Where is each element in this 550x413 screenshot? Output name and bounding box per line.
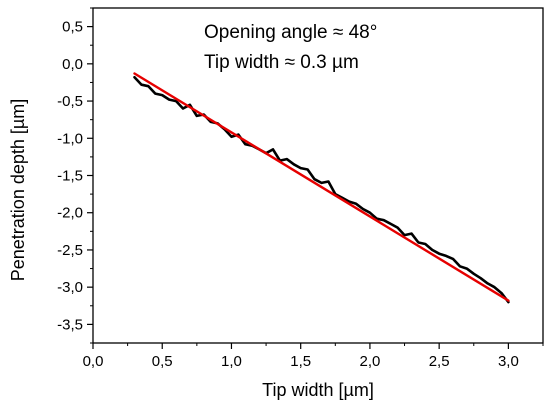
y-tick-label: -3,0: [57, 279, 83, 296]
y-tick-label: 0,0: [62, 56, 83, 73]
series-layer: [133, 72, 510, 304]
x-tick-label: 1,0: [221, 353, 242, 370]
x-tick-label: 0,5: [152, 353, 173, 370]
x-tick-label: 0,0: [83, 353, 104, 370]
y-tick-label: -1,0: [57, 130, 83, 147]
y-axis-ticks: 0,5 0,0 -0,5 -1,0 -1,5 -2,0 -2,5 -3,0 -3,5: [57, 7, 93, 344]
x-axis-ticks: 0,0 0,5 1,0 1,5 2,0 2,5 3,0: [83, 343, 544, 370]
annotation-opening-angle: Opening angle ≈ 48°: [204, 22, 377, 43]
x-tick-label: 2,5: [429, 353, 450, 370]
y-axis-title: Penetration depth [µm]: [8, 99, 28, 281]
x-tick-label: 2,0: [359, 353, 380, 370]
y-tick-label: -2,5: [57, 242, 83, 259]
x-axis-title: Tip width [µm]: [262, 380, 374, 400]
annotation-tip-width: Tip width ≈ 0.3 µm: [204, 52, 359, 73]
y-tick-label: -1,5: [57, 168, 83, 185]
y-tick-label: 0,5: [62, 19, 83, 36]
x-tick-label: 1,5: [290, 353, 311, 370]
y-tick-label: -0,5: [57, 93, 83, 110]
measured-depth-line: [133, 75, 510, 304]
y-tick-label: -2,0: [57, 205, 83, 222]
y-tick-label: -3,5: [57, 316, 83, 333]
fit-line: [133, 72, 510, 302]
x-tick-label: 3,0: [498, 353, 519, 370]
